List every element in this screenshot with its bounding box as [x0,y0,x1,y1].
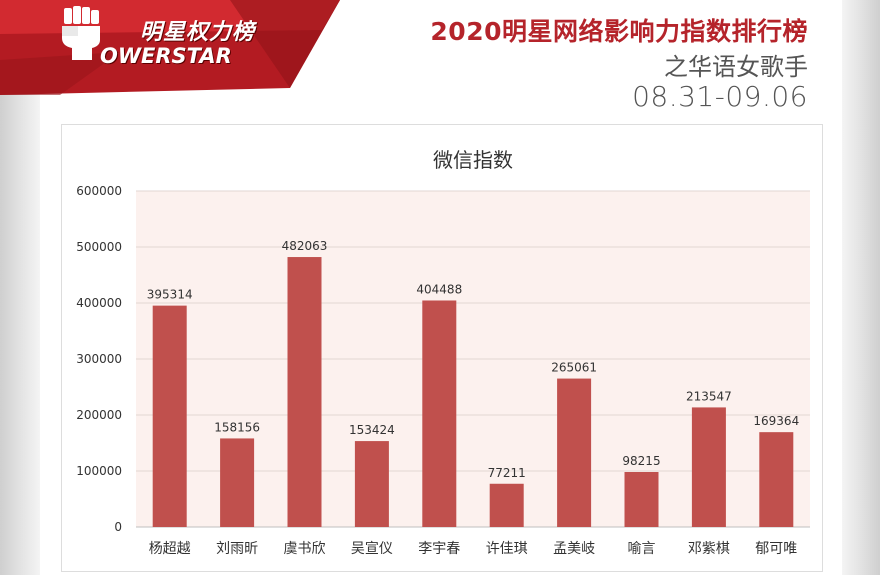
bar [220,438,255,527]
y-tick-label: 500000 [76,240,122,254]
data-label: 265061 [551,361,597,375]
x-tick-label: 许佳琪 [486,541,528,557]
bar [152,305,187,527]
page-subtitle: 之华语女歌手 [664,53,808,81]
x-tick-label: 喻言 [628,541,656,557]
data-label: 153424 [349,423,395,437]
data-label: 77211 [488,466,526,480]
bar [489,483,524,527]
bar [624,471,659,527]
x-tick-label: 孟美岐 [553,541,595,557]
bar [422,300,457,527]
y-tick-label: 300000 [76,352,122,366]
right-side-panel [842,0,880,575]
data-label: 482063 [282,239,328,253]
x-tick-label: 邓紫棋 [688,541,730,557]
date-range: 08.31-09.06 [632,80,808,113]
x-tick-label: 郁可唯 [755,541,797,557]
chart-title: 微信指数 [433,148,513,172]
data-label: 404488 [416,282,462,296]
raised-fist-icon [62,6,100,60]
data-label: 169364 [753,414,799,428]
powerstar-banner: 明星权力榜 OWERSTAR [0,0,340,95]
x-tick-label: 吴宣仪 [351,541,393,557]
y-tick-label: 100000 [76,464,122,478]
y-tick-label: 400000 [76,296,122,310]
x-tick-label: 杨超越 [149,541,191,557]
bar [557,378,592,527]
page-title: 2020明星网络影响力指数排行榜 [430,17,808,46]
bar [759,432,794,527]
bar [691,407,726,527]
left-side-panel [0,0,40,575]
chart-card: 395314 158156 482063 153424 404488 77211 26506… [61,124,823,572]
logo-english-text: OWERSTAR [100,44,232,68]
x-tick-label: 虞书欣 [284,541,326,557]
data-label: 98215 [622,454,660,468]
logo-chinese-text: 明星权力榜 [140,20,256,45]
y-tick-label: 600000 [76,184,122,198]
bar-chart: 395314 158156 482063 153424 404488 77211 26506… [76,148,810,557]
data-label: 395314 [147,288,193,302]
data-label: 213547 [686,389,732,403]
x-tick-label: 刘雨昕 [216,541,258,557]
x-tick-label: 李宇春 [418,541,460,557]
y-tick-label: 200000 [76,408,122,422]
x-axis-ticks: 杨超越 刘雨昕 虞书欣 吴宣仪 李宇春 许佳琪 孟美岐 喻言 邓紫棋 郁可唯 [149,541,798,557]
data-label: 158156 [214,420,260,434]
y-axis-ticks: 0 100000 200000 300000 400000 500000 600000 [76,184,122,534]
bar [287,257,322,527]
bars [152,257,794,527]
bar [354,441,389,527]
y-tick-label: 0 [114,520,122,534]
data-labels: 395314 158156 482063 153424 404488 77211 26506… [147,239,799,480]
